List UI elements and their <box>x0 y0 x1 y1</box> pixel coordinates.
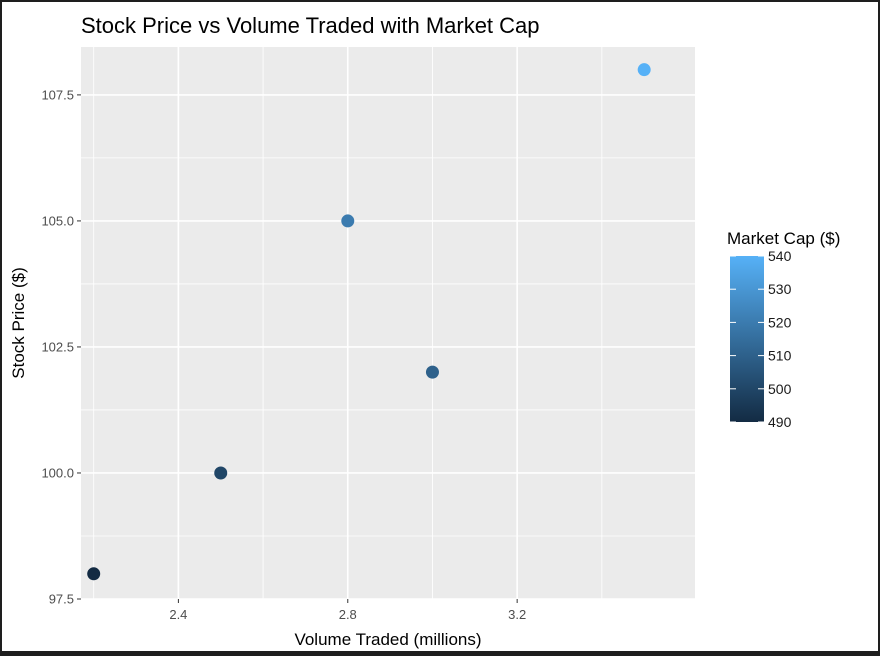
legend-tick-label: 490 <box>768 414 792 430</box>
x-tick-label: 2.8 <box>339 607 357 622</box>
chart-title: Stock Price vs Volume Traded with Market… <box>81 13 540 38</box>
y-axis-title: Stock Price ($) <box>9 267 28 378</box>
y-tick-label: 105.0 <box>41 213 74 228</box>
legend-tick-label: 520 <box>768 314 792 330</box>
legend-title: Market Cap ($) <box>727 229 840 248</box>
data-point <box>87 567 101 581</box>
y-tick-label: 97.5 <box>49 592 74 607</box>
data-point <box>341 214 355 228</box>
legend-tick-label: 510 <box>768 348 792 364</box>
legend-tick-label: 540 <box>768 248 792 264</box>
x-axis-title: Volume Traded (millions) <box>294 630 481 649</box>
y-tick-label: 102.5 <box>41 339 74 354</box>
x-axis: 2.4 2.8 3.2 <box>169 599 526 622</box>
x-tick-label: 3.2 <box>508 607 526 622</box>
y-tick-label: 100.0 <box>41 465 74 480</box>
data-point <box>425 365 439 379</box>
x-tick-label: 2.4 <box>169 607 187 622</box>
data-points <box>87 63 651 581</box>
plot-panel <box>81 47 695 599</box>
legend-colorbar <box>730 256 764 422</box>
color-legend: Market Cap ($) 490 500 510 520 530 540 <box>727 229 840 430</box>
y-tick-label: 107.5 <box>41 87 74 102</box>
grid-minor <box>81 47 695 599</box>
data-point <box>214 466 228 480</box>
legend-tick-label: 500 <box>768 381 792 397</box>
legend-tick-label: 530 <box>768 281 792 297</box>
legend-ticks: 490 500 510 520 530 540 <box>730 248 792 430</box>
grid-major <box>81 47 695 600</box>
data-point <box>637 63 651 77</box>
y-axis: 97.5 100.0 102.5 105.0 107.5 <box>41 87 81 607</box>
